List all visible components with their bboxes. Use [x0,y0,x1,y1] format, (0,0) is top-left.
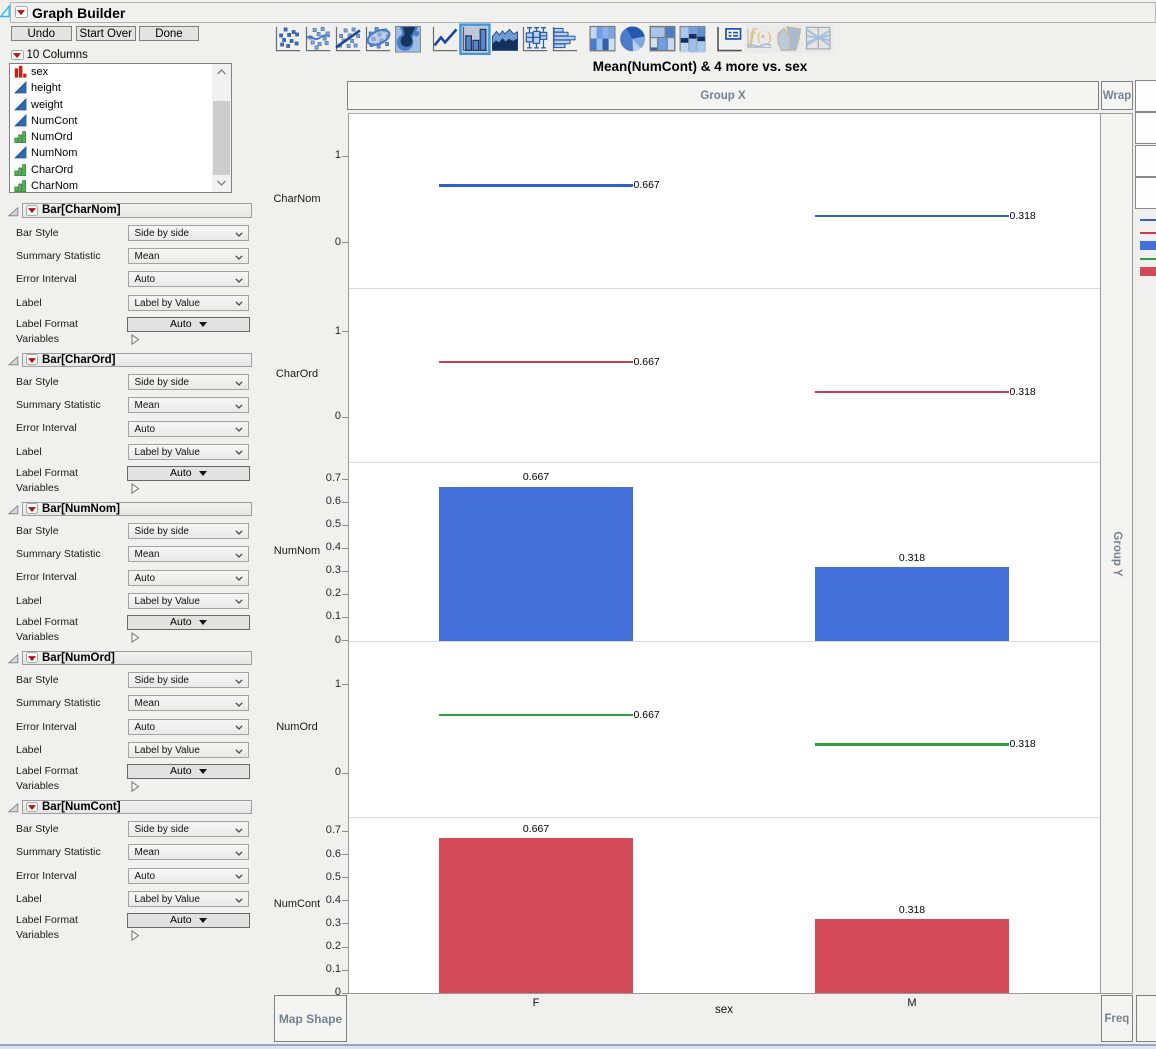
svg-text:f: f [749,25,758,47]
svg-text:(: ( [757,29,762,45]
svg-text:): ) [767,29,772,45]
